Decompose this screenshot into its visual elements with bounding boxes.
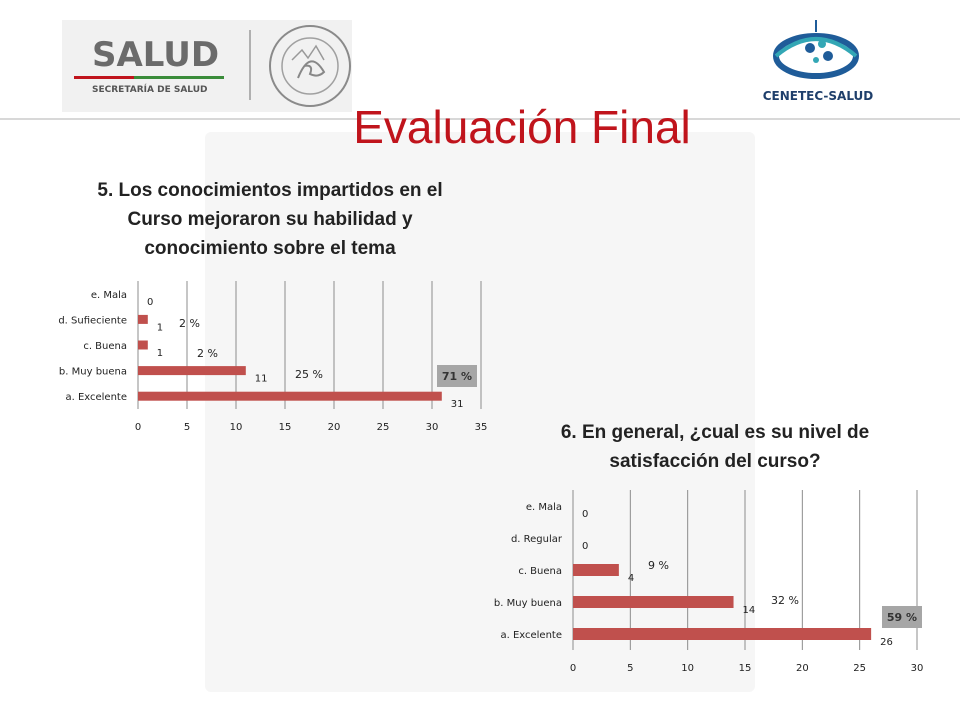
- chart-1-x-tick-label: 0: [135, 422, 141, 433]
- chart-1-category-label: d. Sufieciente: [58, 315, 127, 326]
- chart-1-value-label: 1: [157, 348, 163, 359]
- chart-2-x-tick-label: 25: [853, 663, 866, 674]
- chart-2-percent-box: [882, 606, 922, 628]
- salud-logo-main-text: SALUD: [92, 35, 219, 75]
- cenetec-logo: CENETEC-SALUD: [763, 20, 874, 103]
- chart-1-bar: [138, 340, 148, 350]
- chart-1-bar: [138, 314, 148, 324]
- chart-2-title: 6. En general, ¿cual es su nivel de sati…: [560, 422, 870, 472]
- national-seal-icon: [269, 25, 351, 107]
- header-divider: [0, 118, 960, 120]
- chart-1-x-tick-label: 5: [184, 422, 190, 433]
- chart-2-value-label: 26: [880, 637, 893, 648]
- chart-1-category-label: b. Muy buena: [59, 367, 127, 378]
- chart-1-category-label: c. Buena: [83, 341, 127, 352]
- chart-2-x-tick-label: 20: [796, 663, 809, 674]
- salud-logo-sub-text: SECRETARÍA DE SALUD: [92, 83, 208, 95]
- chart-1-category-label: a. Excelente: [65, 392, 127, 403]
- cenetec-globe-icon: [773, 20, 859, 79]
- chart-1-percent-label: 2 %: [179, 317, 200, 330]
- chart-1-value-label: 1: [157, 322, 163, 333]
- chart-1-title: 5. Los conocimientos impartidos en el Cu…: [97, 180, 443, 259]
- chart-1-value-label: 0: [147, 297, 153, 308]
- slide-title: Evaluación Final: [353, 101, 691, 153]
- chart-2-x-tick-label: 30: [911, 663, 924, 674]
- chart-2-percent-label: 32 %: [771, 594, 799, 607]
- chart-1-category-label: e. Mala: [91, 290, 127, 301]
- salud-logo: SALUD SECRETARÍA DE SALUD: [62, 20, 352, 112]
- cenetec-logo-text: CENETEC-SALUD: [763, 89, 874, 103]
- chart-2-percent-label: 59 %: [887, 611, 917, 624]
